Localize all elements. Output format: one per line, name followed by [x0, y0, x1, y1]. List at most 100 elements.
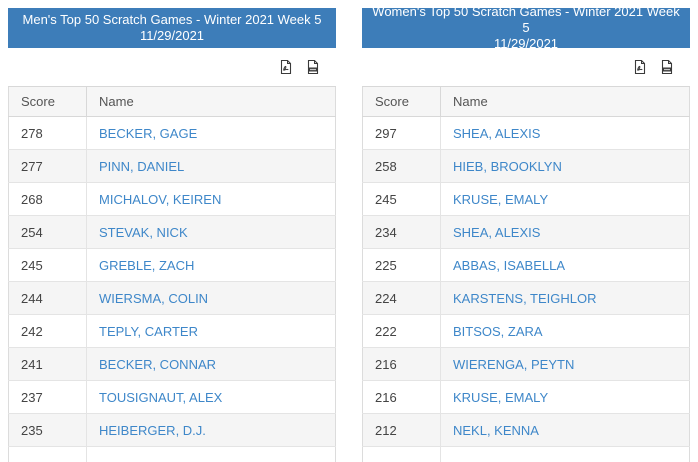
name-cell: TOUSIGNAUT, ALEX: [86, 380, 336, 414]
csv-export-icon[interactable]: [305, 59, 320, 75]
table-row: 297 SHEA, ALEXIS: [362, 116, 690, 150]
score-cell: 235: [8, 413, 87, 447]
table-row: 234 SHEA, ALEXIS: [362, 215, 690, 249]
player-link[interactable]: BECKER, GAGE: [99, 125, 198, 141]
player-link[interactable]: KRUSE, EMALY: [453, 191, 549, 207]
mens-scores-table: Score Name 278 BECKER, GAGE 277 PINN, DANIE…: [8, 86, 336, 462]
mens-export-toolbar: [8, 48, 336, 86]
player-link[interactable]: KARSTENS, TEIGHLOR: [453, 290, 597, 306]
table-row: 225 ABBAS, ISABELLA: [362, 248, 690, 282]
mens-leaderboard-panel: Men's Top 50 Scratch Games - Winter 2021…: [8, 8, 336, 462]
name-column-header: Name: [86, 86, 336, 117]
panel-date: 11/29/2021: [139, 28, 205, 43]
player-link[interactable]: TOUSIGNAUT, ALEX: [99, 389, 223, 405]
mens-panel-title-bar: Men's Top 50 Scratch Games - Winter 2021…: [8, 8, 336, 48]
player-link[interactable]: WIERSMA, COLIN: [99, 290, 209, 306]
table-row: 235 HEIBERGER, D.J.: [8, 413, 336, 447]
player-link[interactable]: TEPLY, CARTER: [99, 323, 198, 339]
womens-scores-table: Score Name 297 SHEA, ALEXIS 258 HIEB, BROOK…: [362, 86, 690, 462]
name-cell: KRUSE, EMALY: [440, 182, 690, 216]
name-cell: TEPLY, CARTER: [86, 314, 336, 348]
table-row: 241 BECKER, CONNAR: [8, 347, 336, 381]
womens-panel-title-bar: Women's Top 50 Scratch Games - Winter 20…: [362, 4, 690, 51]
name-cell: [86, 446, 336, 462]
score-cell: 216: [362, 380, 441, 414]
player-link[interactable]: BECKER, CONNAR: [99, 356, 217, 372]
name-cell: STEVAK, NICK: [86, 215, 336, 249]
player-link[interactable]: SHEA, ALEXIS: [453, 224, 541, 240]
table-row-partial: [362, 446, 690, 462]
score-cell: 258: [362, 149, 441, 183]
table-header-row: Score Name: [8, 86, 336, 117]
name-cell: HEIBERGER, D.J.: [86, 413, 336, 447]
table-row: 216 KRUSE, EMALY: [362, 380, 690, 414]
score-cell: 277: [8, 149, 87, 183]
name-cell: ABBAS, ISABELLA: [440, 248, 690, 282]
table-row: 277 PINN, DANIEL: [8, 149, 336, 183]
score-cell: 297: [362, 116, 441, 150]
name-cell: WIERENGA, PEYTN: [440, 347, 690, 381]
player-link[interactable]: HEIBERGER, D.J.: [99, 422, 206, 438]
player-link[interactable]: KRUSE, EMALY: [453, 389, 549, 405]
panel-date: 11/29/2021: [493, 36, 559, 51]
score-column-header: Score: [8, 86, 87, 117]
pdf-export-icon[interactable]: [632, 59, 647, 75]
table-row: 258 HIEB, BROOKLYN: [362, 149, 690, 183]
player-link[interactable]: NEKL, KENNA: [453, 422, 539, 438]
name-cell: WIERSMA, COLIN: [86, 281, 336, 315]
name-cell: GREBLE, ZACH: [86, 248, 336, 282]
table-row: 212 NEKL, KENNA: [362, 413, 690, 447]
name-cell: HIEB, BROOKLYN: [440, 149, 690, 183]
table-row: 222 BITSOS, ZARA: [362, 314, 690, 348]
pdf-export-icon[interactable]: [278, 59, 293, 75]
score-cell: 245: [8, 248, 87, 282]
score-cell: 244: [8, 281, 87, 315]
table-row: 224 KARSTENS, TEIGHLOR: [362, 281, 690, 315]
player-link[interactable]: SHEA, ALEXIS: [453, 125, 541, 141]
score-cell: 237: [8, 380, 87, 414]
score-cell: 242: [8, 314, 87, 348]
womens-leaderboard-panel: Women's Top 50 Scratch Games - Winter 20…: [362, 4, 690, 462]
score-column-header: Score: [362, 86, 441, 117]
player-link[interactable]: PINN, DANIEL: [99, 158, 185, 174]
player-link[interactable]: WIERENGA, PEYTN: [453, 356, 575, 372]
table-row: 245 KRUSE, EMALY: [362, 182, 690, 216]
player-link[interactable]: BITSOS, ZARA: [453, 323, 543, 339]
name-cell: KRUSE, EMALY: [440, 380, 690, 414]
name-cell: MICHALOV, KEIREN: [86, 182, 336, 216]
player-link[interactable]: MICHALOV, KEIREN: [99, 191, 222, 207]
player-link[interactable]: STEVAK, NICK: [99, 224, 188, 240]
table-row: 254 STEVAK, NICK: [8, 215, 336, 249]
score-cell: 241: [8, 347, 87, 381]
csv-export-icon[interactable]: [659, 59, 674, 75]
pdf-file-icon: [280, 59, 291, 75]
csv-file-icon: [307, 59, 318, 75]
pdf-file-icon: [634, 59, 645, 75]
table-row: 278 BECKER, GAGE: [8, 116, 336, 150]
table-row: 268 MICHALOV, KEIREN: [8, 182, 336, 216]
player-link[interactable]: ABBAS, ISABELLA: [453, 257, 566, 273]
score-cell: 278: [8, 116, 87, 150]
score-cell: 268: [8, 182, 87, 216]
player-link[interactable]: HIEB, BROOKLYN: [453, 158, 562, 174]
player-link[interactable]: GREBLE, ZACH: [99, 257, 195, 273]
name-cell: BECKER, GAGE: [86, 116, 336, 150]
table-row: 242 TEPLY, CARTER: [8, 314, 336, 348]
name-cell: NEKL, KENNA: [440, 413, 690, 447]
panel-title: Women's Top 50 Scratch Games - Winter 20…: [372, 4, 680, 35]
table-row: 244 WIERSMA, COLIN: [8, 281, 336, 315]
name-cell: SHEA, ALEXIS: [440, 215, 690, 249]
name-cell: PINN, DANIEL: [86, 149, 336, 183]
name-cell: [440, 446, 690, 462]
panel-title: Men's Top 50 Scratch Games - Winter 2021…: [22, 12, 322, 27]
name-cell: BECKER, CONNAR: [86, 347, 336, 381]
name-cell: BITSOS, ZARA: [440, 314, 690, 348]
score-cell: [8, 446, 87, 462]
score-cell: 212: [362, 413, 441, 447]
score-cell: 224: [362, 281, 441, 315]
table-row-partial: [8, 446, 336, 462]
table-header-row: Score Name: [362, 86, 690, 117]
name-cell: KARSTENS, TEIGHLOR: [440, 281, 690, 315]
table-row: 216 WIERENGA, PEYTN: [362, 347, 690, 381]
score-cell: 222: [362, 314, 441, 348]
